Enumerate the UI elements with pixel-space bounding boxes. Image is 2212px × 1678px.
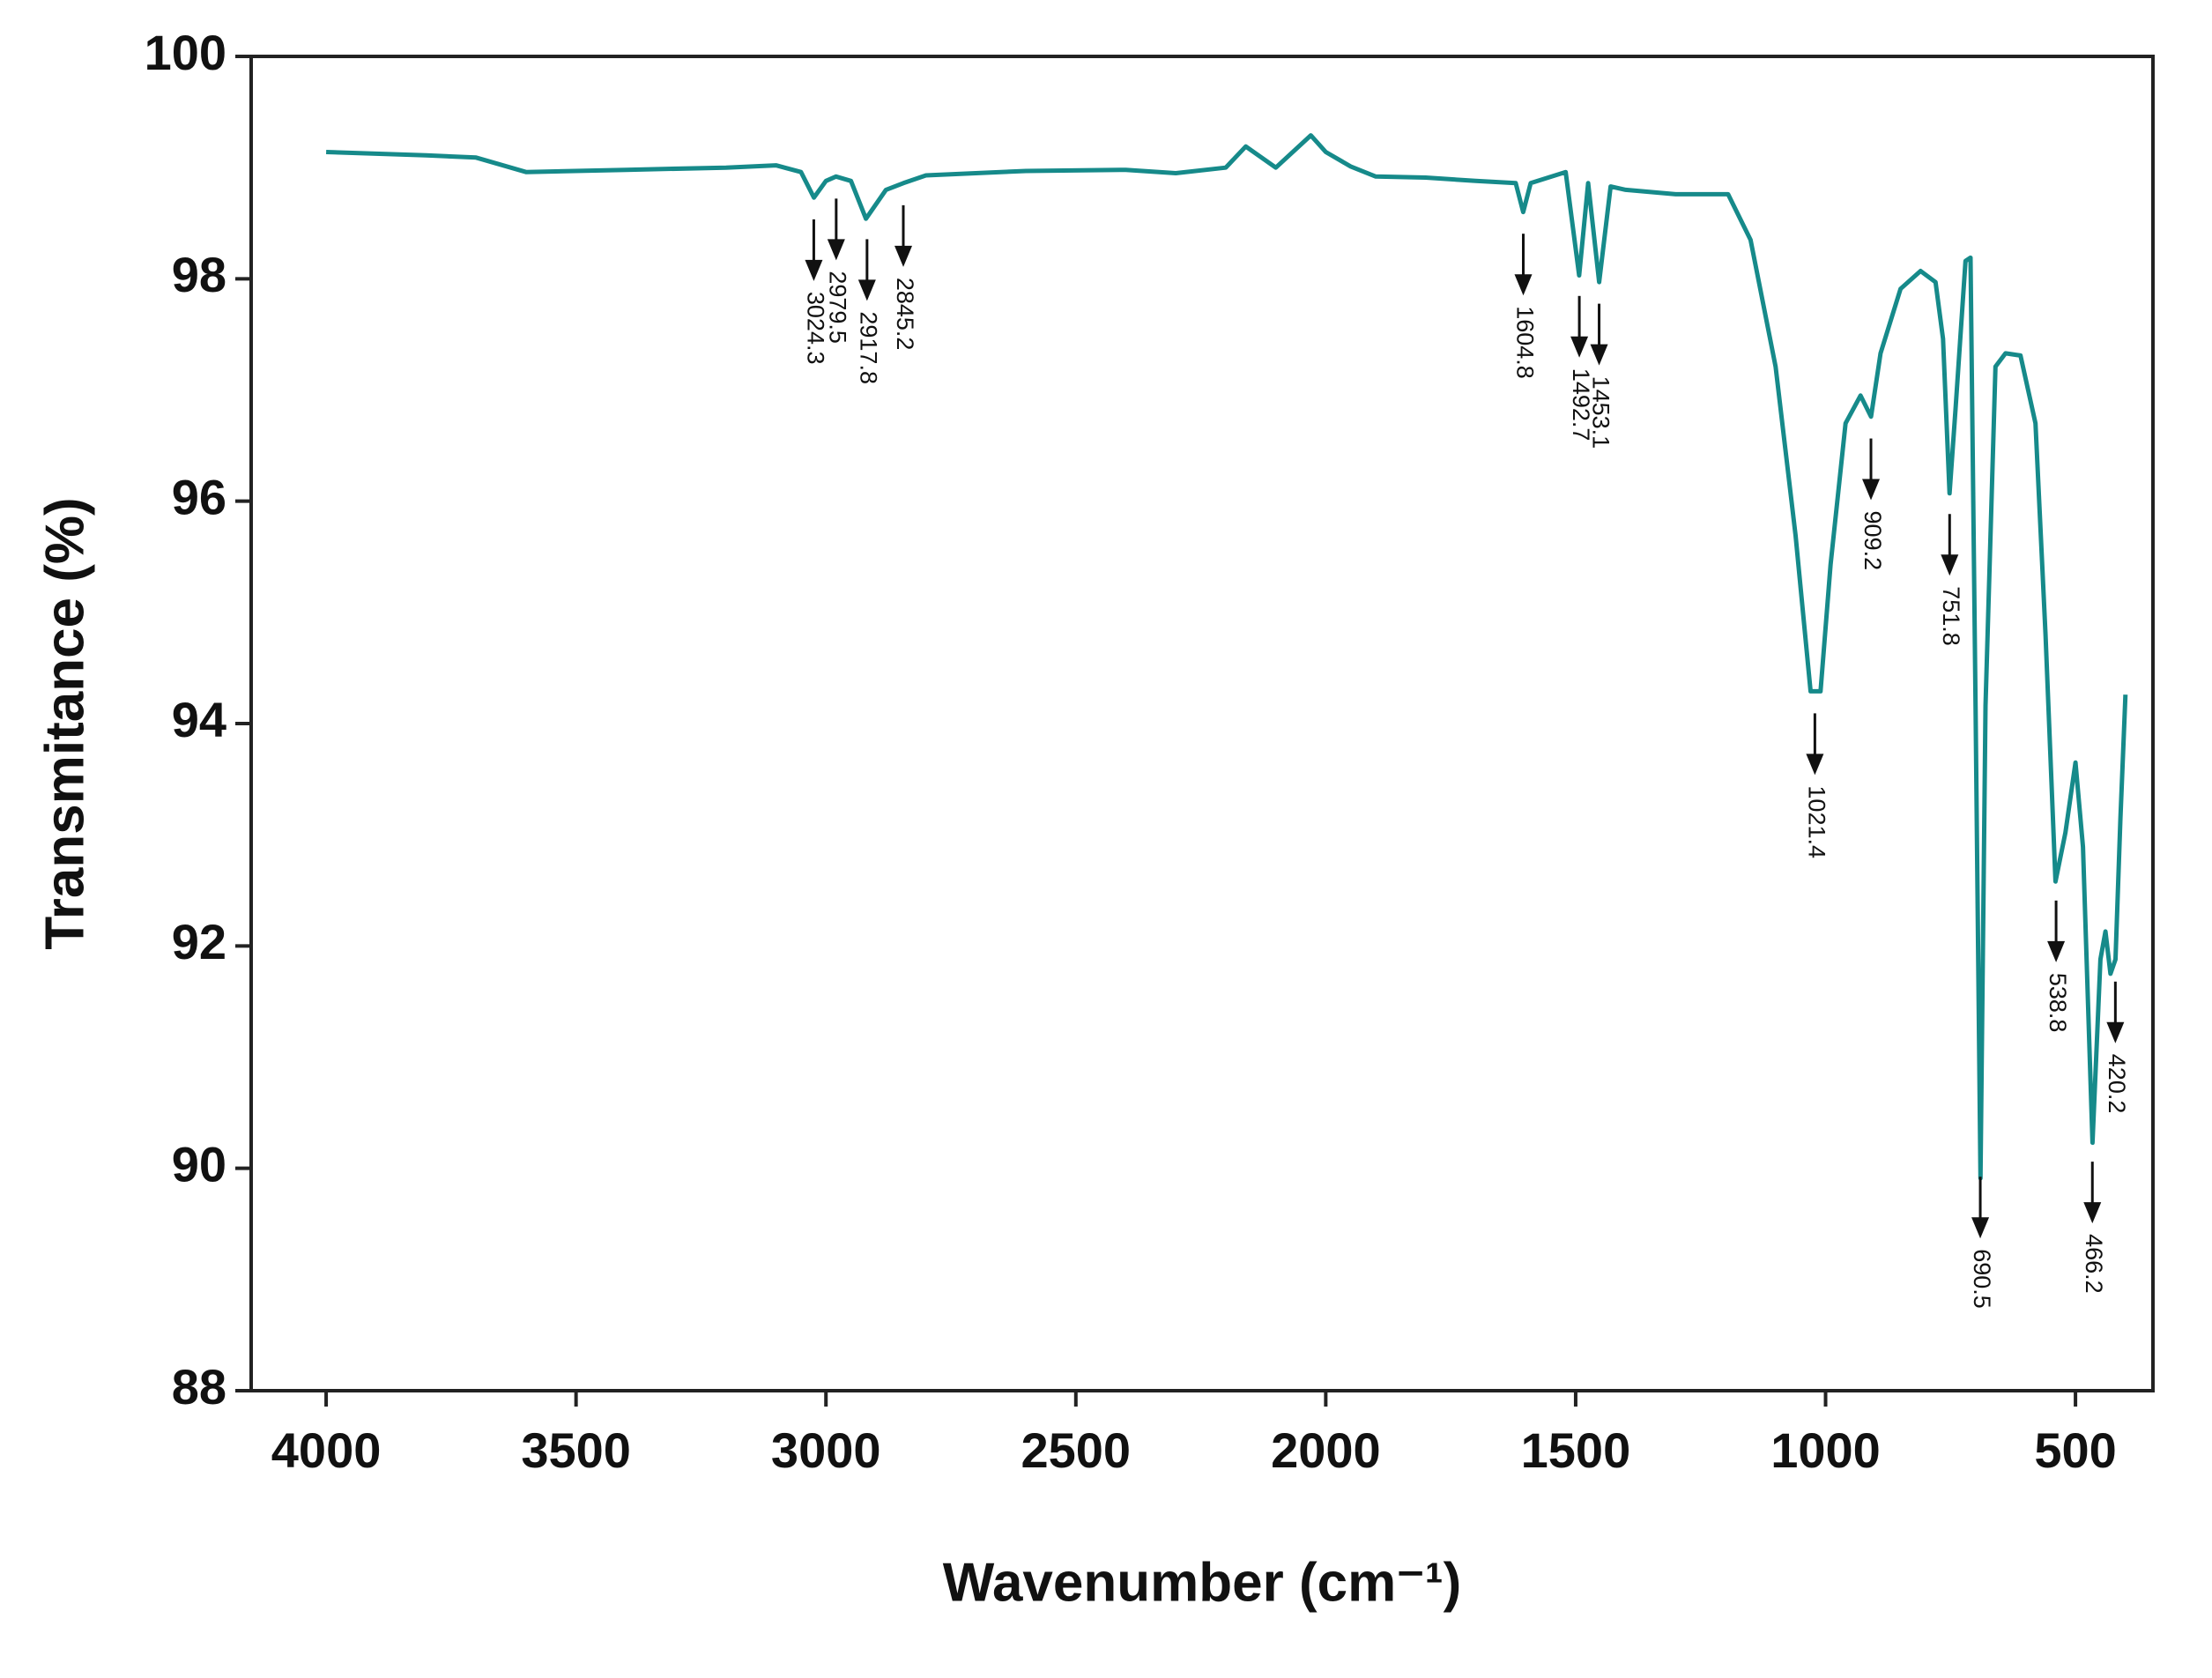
- peak-annotation: 909.2: [1859, 438, 1886, 571]
- y-tick-label: 98: [172, 247, 226, 302]
- peak-annotation: 538.8: [2045, 900, 2071, 1033]
- peak-annotation: 420.2: [2104, 981, 2130, 1114]
- annotation-label: 1492.7: [1568, 368, 1594, 442]
- peak-annotation: 2979.5: [825, 198, 851, 344]
- x-tick-label: 2500: [1021, 1422, 1132, 1478]
- annotation-arrowhead: [857, 279, 876, 301]
- annotation-arrowhead: [1514, 274, 1533, 296]
- peak-annotation: 751.8: [1938, 514, 1964, 646]
- annotation-label: 751.8: [1938, 586, 1964, 646]
- peak-annotation: 3024.3: [802, 219, 828, 365]
- annotation-label: 2917.8: [856, 311, 882, 384]
- y-tick-label: 96: [172, 469, 226, 524]
- peak-annotation: 1492.7: [1568, 295, 1594, 442]
- annotation-label: 2979.5: [825, 271, 851, 344]
- y-tick-label: 88: [172, 1359, 226, 1414]
- annotation-arrowhead: [1971, 1217, 1990, 1239]
- y-tick-label: 92: [172, 914, 226, 969]
- annotation-label: 420.2: [2104, 1054, 2130, 1114]
- x-axis-title: Wavenumber (cm⁻¹): [943, 1552, 1462, 1613]
- peak-annotation: 2845.2: [892, 204, 918, 351]
- annotation-label: 2845.2: [892, 278, 918, 351]
- annotation-label: 1453.1: [1587, 376, 1614, 449]
- y-axis-title: Transmitance (%): [34, 497, 95, 949]
- annotation-arrowhead: [2106, 1021, 2125, 1043]
- annotation-arrowhead: [827, 239, 845, 261]
- annotation-label: 690.5: [1969, 1249, 1995, 1309]
- plot-frame: [249, 55, 2155, 1392]
- peak-annotation: 690.5: [1969, 1177, 1995, 1309]
- y-tick-label: 94: [172, 692, 226, 747]
- peak-annotation: 1453.1: [1587, 303, 1614, 449]
- annotation-arrowhead: [805, 259, 823, 281]
- peak-annotation: 466.2: [2081, 1162, 2107, 1294]
- x-tick-label: 500: [2034, 1422, 2116, 1478]
- annotation-label: 909.2: [1859, 511, 1886, 571]
- x-tick-label: 3500: [521, 1422, 631, 1478]
- annotation-arrowhead: [2083, 1202, 2102, 1224]
- annotation-arrowhead: [2047, 940, 2066, 962]
- peak-annotation: 1604.8: [1511, 234, 1538, 379]
- x-tick-label: 2000: [1271, 1422, 1381, 1478]
- annotation-label: 1021.4: [1803, 785, 1830, 858]
- annotation-arrowhead: [1941, 554, 1959, 576]
- annotation-label: 466.2: [2081, 1234, 2107, 1294]
- y-tick-label: 100: [145, 25, 226, 80]
- x-tick-label: 4000: [271, 1422, 382, 1478]
- annotation-arrowhead: [1590, 344, 1608, 366]
- spectrum-line: [326, 133, 2128, 1181]
- x-tick-label: 1500: [1521, 1422, 1631, 1478]
- x-tick-label: 1000: [1770, 1422, 1881, 1478]
- annotation-label: 1604.8: [1511, 306, 1538, 379]
- annotation-arrowhead: [894, 245, 913, 267]
- x-tick-label: 3000: [771, 1422, 881, 1478]
- peak-annotation: 2917.8: [856, 239, 882, 384]
- peak-annotation: 1021.4: [1803, 713, 1830, 858]
- annotation-arrowhead: [1862, 479, 1881, 501]
- annotation-label: 3024.3: [802, 292, 828, 365]
- annotation-label: 538.8: [2045, 973, 2071, 1033]
- y-tick-label: 90: [172, 1136, 226, 1192]
- annotation-arrowhead: [1570, 336, 1589, 358]
- annotation-arrowhead: [1806, 754, 1824, 776]
